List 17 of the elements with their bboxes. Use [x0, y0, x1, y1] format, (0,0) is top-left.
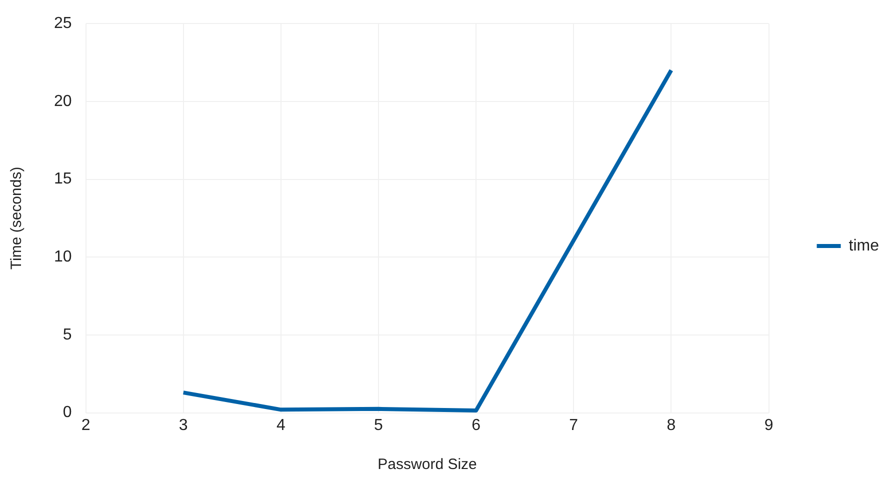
x-tick-label: 3: [178, 416, 188, 434]
y-tick-label: 25: [54, 15, 72, 32]
x-axis-title: Password Size: [378, 456, 477, 474]
legend-label: time: [848, 237, 880, 254]
y-tick-label: 20: [54, 92, 72, 110]
x-tick-label: 4: [276, 416, 286, 434]
y-tick-label: 0: [62, 404, 72, 422]
y-axis-title: Time (seconds): [8, 166, 26, 270]
y-tick-label: 5: [62, 326, 72, 344]
y-tick-label: 15: [54, 170, 72, 188]
y-tick-label: 10: [54, 248, 72, 266]
x-tick-label: 2: [81, 416, 90, 434]
x-tick-label: 9: [764, 416, 774, 434]
x-tick-label: 7: [569, 416, 578, 434]
x-tick-label: 6: [472, 416, 481, 434]
x-tick-label: 5: [374, 416, 384, 434]
x-tick-label: 8: [666, 416, 676, 434]
